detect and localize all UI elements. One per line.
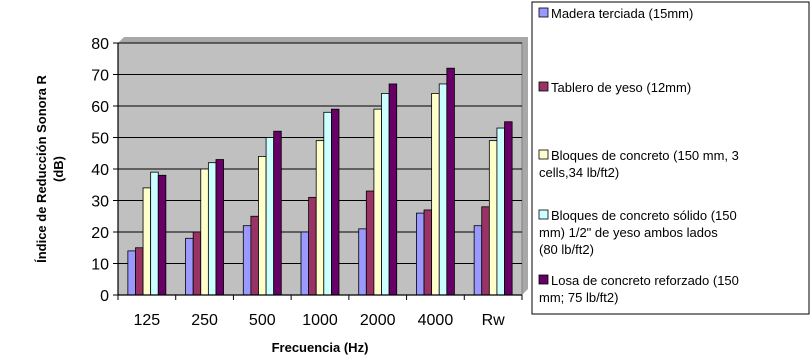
- bar: [496, 127, 505, 296]
- y-axis-title: Índice de Reducción Sonora R (dB): [34, 74, 66, 262]
- bar: [481, 206, 490, 296]
- y-tick-label: 80: [91, 36, 109, 53]
- x-tick-label: 2000: [360, 312, 396, 329]
- bar: [315, 140, 325, 296]
- x-tick-label: 4000: [418, 312, 454, 329]
- legend-swatch: [538, 149, 549, 160]
- legend-label: mm) 1/2" de yeso ambos lados: [539, 225, 718, 240]
- legend-swatch: [538, 209, 549, 220]
- legend-label: Madera terciada (15mm): [551, 6, 693, 21]
- bar: [330, 108, 340, 296]
- y-tick-label: 0: [100, 288, 109, 305]
- legend-entry: Losa de concreto reforzado (150 mm; 75 lb…: [538, 273, 739, 305]
- legend-label: Tablero de yeso (12mm): [551, 80, 691, 95]
- x-tick-label: 500: [249, 312, 276, 329]
- bar: [265, 137, 275, 296]
- legend-entry: Madera terciada (15mm): [538, 6, 693, 21]
- axes: 0 10 20 30 40 50 60 70 80 125 250 500 1000 2000 4000 Rw…: [34, 36, 523, 355]
- legend-label: Bloques de concreto (150 mm, 3: [551, 148, 739, 163]
- bar: [258, 155, 267, 296]
- bar: [365, 190, 375, 296]
- x-tick-label: 250: [191, 312, 218, 329]
- legend-box: [531, 1, 810, 315]
- x-tick-label: Rw: [482, 312, 506, 329]
- bar: [242, 225, 252, 296]
- y-tick-label: 30: [91, 194, 109, 211]
- y-tick-label: 20: [91, 225, 109, 242]
- bar: [273, 130, 282, 296]
- bar: [215, 159, 224, 296]
- bar: [157, 174, 167, 296]
- bar: [192, 231, 202, 296]
- legend-swatch: [538, 274, 549, 285]
- plot-area: [117, 37, 528, 296]
- bar: [381, 93, 390, 296]
- y-tick-label: 60: [91, 99, 109, 116]
- x-tick-label: 125: [134, 312, 161, 329]
- bar: [185, 237, 194, 296]
- bar: [250, 215, 259, 296]
- bar: [373, 108, 382, 296]
- bar: [416, 212, 425, 296]
- legend-swatch: [538, 81, 549, 92]
- x-axis-title: Frecuencia (Hz): [272, 340, 369, 355]
- bar: [423, 209, 433, 296]
- legend-label: (80 lb/ft2): [539, 242, 594, 257]
- y-tick-label: 40: [91, 162, 109, 179]
- legend-swatch: [538, 7, 549, 18]
- y-axis-title-line: (dB): [51, 156, 66, 182]
- bar: [438, 83, 448, 296]
- legend-entry: Bloques de concreto sólido (150 mm) 1/2" …: [538, 208, 737, 257]
- legend-entry: Bloques de concreto (150 mm, 3 cells,34 l…: [538, 148, 739, 180]
- legend: Madera terciada (15mm) Tablero de yeso (1…: [531, 1, 810, 315]
- bar: [388, 83, 398, 296]
- bar: [358, 228, 367, 296]
- bar: [127, 250, 136, 296]
- bar: [135, 247, 144, 296]
- bar: [308, 196, 317, 296]
- bar: [200, 168, 209, 296]
- bar: [504, 121, 513, 296]
- y-axis-title-line: Índice de Reducción Sonora R: [34, 74, 49, 262]
- legend-label: Losa de concreto reforzado (150: [551, 273, 739, 288]
- bar: [431, 93, 440, 296]
- bar: [446, 67, 455, 296]
- bar: [150, 171, 159, 296]
- legend-label: Bloques de concreto sólido (150: [551, 208, 737, 223]
- bar: [207, 162, 217, 296]
- y-tick-label: 50: [91, 131, 109, 148]
- legend-entry: Tablero de yeso (12mm): [538, 80, 691, 95]
- bar: [473, 225, 483, 296]
- legend-label: mm; 75 lb/ft2): [539, 290, 618, 305]
- x-tick-label: 1000: [302, 312, 338, 329]
- y-tick-label: 10: [91, 257, 109, 274]
- bar: [488, 140, 498, 296]
- bar: [323, 111, 332, 296]
- legend-label: cells,34 lb/ft2): [539, 165, 619, 180]
- y-tick-label: 70: [91, 68, 109, 85]
- bar: [300, 231, 309, 296]
- bar: [142, 187, 152, 296]
